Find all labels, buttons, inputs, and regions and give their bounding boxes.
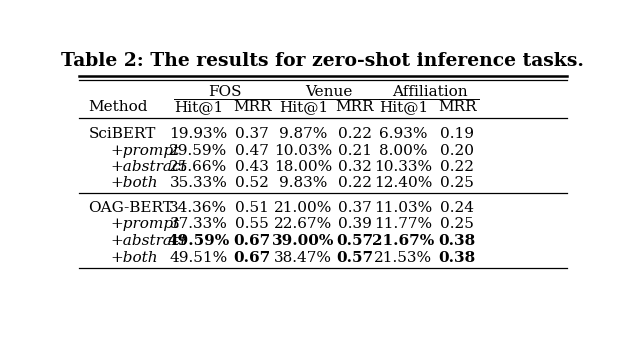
Text: 22.67%: 22.67%: [274, 217, 333, 231]
Text: +abstract: +abstract: [110, 160, 187, 174]
Text: 19.93%: 19.93%: [169, 127, 227, 142]
Text: 0.22: 0.22: [338, 127, 372, 142]
Text: MRR: MRR: [438, 100, 476, 114]
Text: +both: +both: [110, 176, 158, 190]
Text: 11.03%: 11.03%: [374, 201, 433, 215]
Text: SciBERT: SciBERT: [88, 127, 156, 142]
Text: 0.55: 0.55: [235, 217, 269, 231]
Text: 35.33%: 35.33%: [169, 176, 227, 190]
Text: 0.22: 0.22: [338, 176, 372, 190]
Text: Hit@1: Hit@1: [174, 100, 223, 114]
Text: Method: Method: [88, 100, 148, 114]
Text: 0.52: 0.52: [235, 176, 269, 190]
Text: 9.83%: 9.83%: [279, 176, 328, 190]
Text: Hit@1: Hit@1: [379, 100, 428, 114]
Text: 37.33%: 37.33%: [169, 217, 227, 231]
Text: 0.38: 0.38: [438, 234, 476, 248]
Text: 6.93%: 6.93%: [379, 127, 428, 142]
Text: 21.67%: 21.67%: [372, 234, 435, 248]
Text: Affiliation: Affiliation: [392, 84, 468, 99]
Text: 10.33%: 10.33%: [374, 160, 433, 174]
Text: Hit@1: Hit@1: [278, 100, 328, 114]
Text: 0.25: 0.25: [440, 217, 474, 231]
Text: 0.20: 0.20: [440, 144, 474, 158]
Text: 0.37: 0.37: [235, 127, 269, 142]
Text: 21.00%: 21.00%: [274, 201, 333, 215]
Text: 0.67: 0.67: [234, 234, 271, 248]
Text: 12.40%: 12.40%: [374, 176, 433, 190]
Text: +prompt: +prompt: [110, 144, 180, 158]
Text: +both: +both: [110, 251, 158, 265]
Text: 29.59%: 29.59%: [169, 144, 227, 158]
Text: 0.57: 0.57: [336, 251, 373, 265]
Text: +abstract: +abstract: [110, 234, 187, 248]
Text: 21.53%: 21.53%: [374, 251, 433, 265]
Text: 10.03%: 10.03%: [274, 144, 333, 158]
Text: 0.32: 0.32: [338, 160, 372, 174]
Text: 11.77%: 11.77%: [374, 217, 433, 231]
Text: 0.39: 0.39: [338, 217, 372, 231]
Text: 0.19: 0.19: [440, 127, 474, 142]
Text: 0.51: 0.51: [235, 201, 269, 215]
Text: +prompt: +prompt: [110, 217, 180, 231]
Text: 39.00%: 39.00%: [272, 234, 335, 248]
Text: 0.21: 0.21: [338, 144, 372, 158]
Text: Venue: Venue: [306, 84, 353, 99]
Text: OAG-BERT: OAG-BERT: [88, 201, 173, 215]
Text: 38.47%: 38.47%: [274, 251, 333, 265]
Text: 0.57: 0.57: [336, 234, 373, 248]
Text: 0.25: 0.25: [440, 176, 474, 190]
Text: 0.24: 0.24: [440, 201, 474, 215]
Text: 0.47: 0.47: [235, 144, 269, 158]
Text: 49.59%: 49.59%: [167, 234, 229, 248]
Text: 0.37: 0.37: [338, 201, 372, 215]
Text: 8.00%: 8.00%: [379, 144, 428, 158]
Text: MRR: MRR: [335, 100, 374, 114]
Text: 0.43: 0.43: [235, 160, 269, 174]
Text: Table 2: The results for zero-shot inference tasks.: Table 2: The results for zero-shot infer…: [62, 52, 584, 70]
Text: 0.22: 0.22: [440, 160, 474, 174]
Text: 34.36%: 34.36%: [169, 201, 227, 215]
Text: 9.87%: 9.87%: [279, 127, 328, 142]
Text: MRR: MRR: [232, 100, 272, 114]
Text: 18.00%: 18.00%: [274, 160, 333, 174]
Text: 49.51%: 49.51%: [169, 251, 227, 265]
Text: 0.38: 0.38: [438, 251, 476, 265]
Text: 25.66%: 25.66%: [169, 160, 227, 174]
Text: 0.67: 0.67: [234, 251, 271, 265]
Text: FOS: FOS: [209, 84, 242, 99]
